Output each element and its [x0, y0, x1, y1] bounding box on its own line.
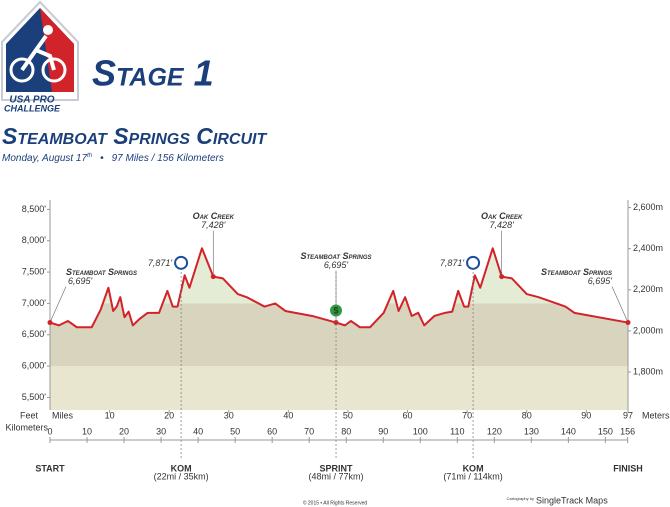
x-tick-label: 20: [164, 410, 174, 420]
logo-text: CHALLENGE: [4, 103, 61, 113]
x-tick-label: 70: [462, 410, 472, 420]
y2-axis-label: Meters: [642, 410, 670, 420]
y2-tick-label: 2,400m: [633, 243, 663, 253]
x2-tick-label: 0: [47, 426, 52, 436]
annotation-leader: [49, 286, 67, 323]
y-tick-label: 5,500': [22, 392, 47, 402]
x-axis-label: Miles: [52, 410, 74, 420]
logo: USA PRO CHALLENGE: [1, 0, 79, 113]
date-suffix: th: [87, 153, 93, 159]
x-tick-label: 60: [403, 410, 413, 420]
x2-tick-label: 130: [524, 426, 539, 436]
x-tick-label: 10: [105, 410, 115, 420]
separator: •: [100, 153, 104, 164]
kom-elevation: 7,871': [148, 258, 173, 268]
annotation-leader: [611, 286, 629, 323]
y-tick-label: 6,000': [22, 360, 47, 370]
x-tick-label: 90: [581, 410, 591, 420]
y2-tick-label: 2,600m: [633, 202, 663, 212]
chart: 5,500' 6,000' 6,500' 7,000' 7,500' 8,000' 8,50…: [5, 200, 670, 481]
logo-text: USA PRO: [9, 95, 54, 106]
x2-tick-label: 120: [487, 426, 502, 436]
marker-label: KOM: [463, 463, 484, 473]
marker-label: FINISH: [613, 463, 643, 473]
sprint-icon-text: $: [334, 305, 339, 315]
sprint-icon: [330, 304, 343, 317]
annotation-elevation: 7,428': [201, 220, 226, 230]
x2-axis-label: Kilometers: [5, 422, 48, 432]
marker-label: START: [35, 463, 65, 473]
marker-detail: (48mi / 77km): [309, 471, 364, 481]
x2-tick-label: 30: [156, 426, 166, 436]
x2-tick-label: 80: [341, 426, 351, 436]
date: Monday, August 17: [2, 153, 87, 164]
route-title: Steamboat Springs Circuit: [2, 123, 267, 149]
annotation-name: Steamboat Springs: [66, 267, 137, 277]
kom-icon: [174, 255, 189, 270]
kom-elevation: 7,871': [440, 258, 465, 268]
marker-detail: (71mi / 114km): [443, 471, 502, 481]
elevation-line: [49, 247, 629, 329]
subtitle: Monday, August 17th • 97 Miles / 156 Kilom…: [2, 153, 224, 164]
annotation-name: Oak Creek: [193, 211, 235, 221]
x2-tick-label: 150: [598, 426, 613, 436]
annotation-name: Steamboat Springs: [300, 251, 371, 261]
marker-detail: (22mi / 35km): [154, 471, 209, 481]
kom-icon: [466, 255, 481, 270]
y-tick-label: 6,500': [22, 329, 47, 339]
waypoint-dot: [499, 274, 505, 280]
credit: SingleTrack Maps: [536, 495, 608, 505]
stage-title: Stage 1: [92, 53, 214, 94]
x-tick-label: 40: [283, 410, 293, 420]
y-tick-label: 7,500': [22, 266, 47, 276]
marker-label: KOM: [171, 463, 192, 473]
waypoint-dot: [333, 320, 339, 326]
y-tick-label: 7,000': [22, 298, 47, 308]
x2-tick-label: 20: [119, 426, 129, 436]
y-axis-label: Feet: [20, 410, 39, 420]
y-tick-label: 8,000': [22, 235, 47, 245]
waypoint-dot: [625, 320, 631, 326]
x2-tick-label: 10: [82, 426, 92, 436]
x2-tick-label: 110: [450, 426, 464, 436]
x-tick-label: 50: [343, 410, 353, 420]
x2-tick-label: 140: [561, 426, 576, 436]
annotation-name: Oak Creek: [481, 211, 523, 221]
annotation-name: Steamboat Springs: [541, 267, 612, 277]
distance: 97 Miles / 156 Kilometers: [112, 153, 224, 164]
copyright: © 2015 • All Rights Reserved: [303, 499, 368, 506]
annotation-elevation: 6,695': [588, 276, 613, 286]
x2-tick-label: 40: [193, 426, 203, 436]
x2-tick-label: 60: [267, 426, 277, 436]
x-tick-label: 80: [522, 410, 532, 420]
waypoint-dot: [47, 320, 53, 326]
x2-tick-label: 50: [230, 426, 240, 436]
marker-label: SPRINT: [320, 463, 354, 473]
annotation-elevation: 7,428': [490, 220, 515, 230]
x-tick-label: 30: [224, 410, 234, 420]
x2-tick-label: 100: [413, 426, 428, 436]
annotation-elevation: 6,695': [324, 260, 349, 270]
x2-tick-label: 90: [378, 426, 388, 436]
y2-tick-label: 1,800m: [633, 366, 663, 376]
x2-tick-label: 156: [620, 426, 635, 436]
waypoint-dot: [210, 274, 216, 280]
credit-prefix: Cartography by: [507, 496, 534, 501]
x-tick-label: 97: [623, 410, 633, 420]
y2-tick-label: 2,200m: [633, 284, 663, 294]
elevation-area: [50, 248, 628, 410]
y2-tick-label: 2,000m: [633, 325, 663, 335]
y-tick-label: 8,500': [22, 204, 47, 214]
annotation-elevation: 6,695': [68, 276, 93, 286]
x2-tick-label: 70: [304, 426, 314, 436]
